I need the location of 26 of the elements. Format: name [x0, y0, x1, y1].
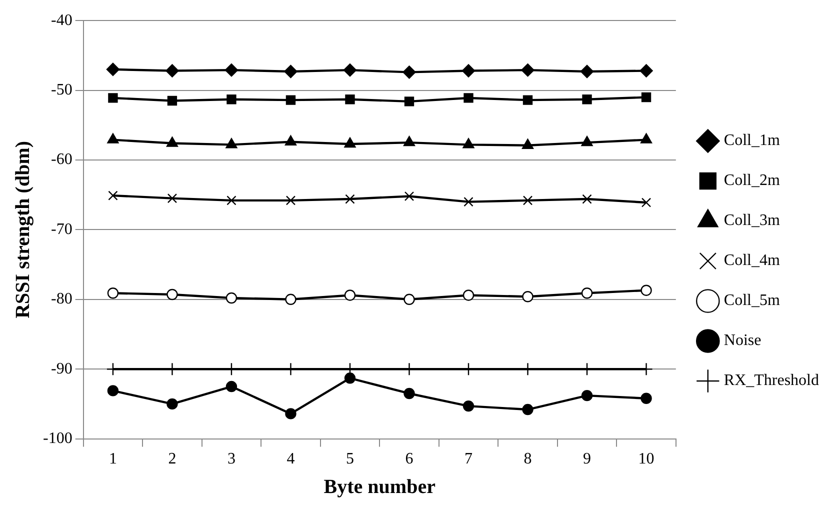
x-tick-label: 8 — [524, 450, 532, 468]
y-tick-label: -70 — [51, 220, 72, 238]
y-tick-label: -80 — [51, 290, 72, 308]
legend-label: Coll_2m — [724, 172, 780, 190]
x-tick-label: 6 — [405, 450, 414, 468]
x-tick-label: 10 — [638, 450, 654, 468]
x-tick-label: 9 — [583, 450, 592, 468]
y-tick-label: -100 — [43, 430, 72, 448]
y-tick-label: -90 — [51, 360, 72, 378]
x-tick-label: 1 — [108, 450, 117, 468]
legend-label: RX_Threshold — [724, 372, 820, 390]
x-tick-label: 4 — [286, 450, 295, 468]
legend-label: Noise — [724, 332, 762, 350]
legend-label: Coll_4m — [724, 252, 780, 270]
x-tick-label: 3 — [227, 450, 236, 468]
y-axis-title: RSSI strength (dbm) — [12, 140, 34, 318]
x-tick-label: 5 — [346, 450, 354, 468]
y-tick-label: -50 — [51, 82, 72, 99]
x-tick-label: 7 — [464, 450, 472, 468]
y-tick-label: -40 — [51, 12, 72, 29]
legend-label: Coll_5m — [724, 292, 780, 310]
y-tick-label: -60 — [51, 151, 72, 168]
legend-label: Coll_1m — [724, 132, 780, 150]
x-axis-title: Byte number — [324, 476, 436, 498]
legend-label: Coll_3m — [724, 212, 780, 230]
x-tick-label: 2 — [168, 450, 176, 468]
